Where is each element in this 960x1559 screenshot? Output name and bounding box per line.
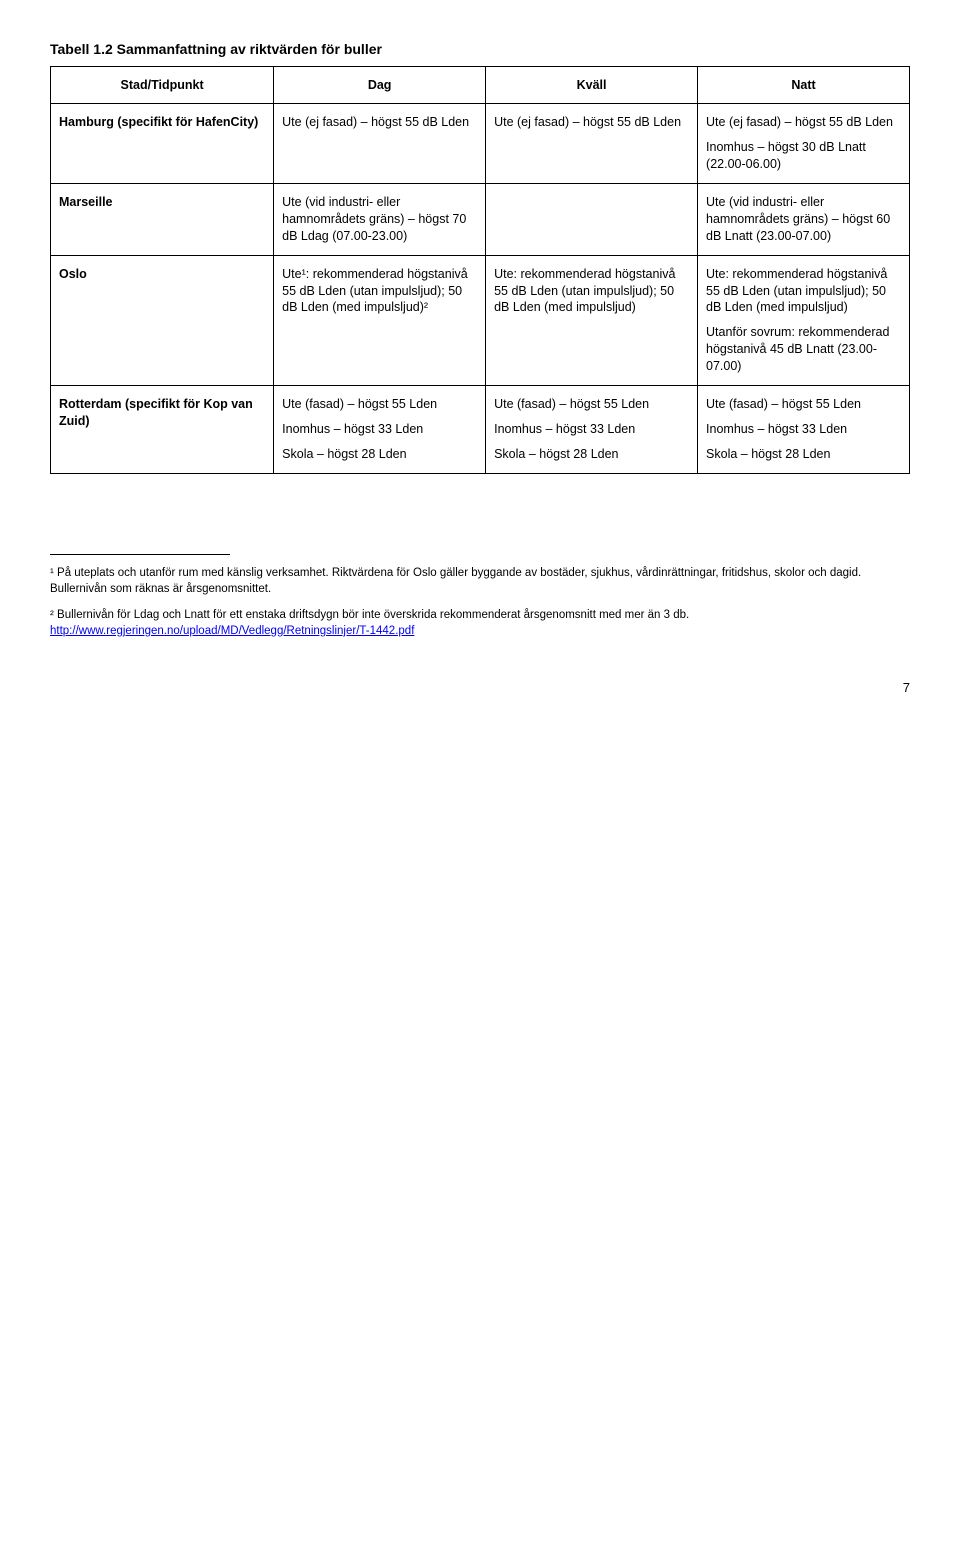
cell-rotterdam-dag: Ute (fasad) – högst 55 Lden Inomhus – hö…	[274, 385, 486, 473]
cell-oslo-natt: Ute: rekommenderad högstanivå 55 dB Lden…	[698, 255, 910, 385]
header-kvall: Kväll	[486, 66, 698, 104]
row-label-rotterdam: Rotterdam (specifikt för Kop van Zuid)	[51, 385, 274, 473]
row-label-oslo: Oslo	[51, 255, 274, 385]
row-label-marseille: Marseille	[51, 184, 274, 256]
row-label-hamburg: Hamburg (specifikt för HafenCity)	[51, 104, 274, 184]
footnotes: ¹ På uteplats och utanför rum med känsli…	[50, 554, 910, 639]
cell-rotterdam-natt: Ute (fasad) – högst 55 Lden Inomhus – hö…	[698, 385, 910, 473]
header-dag: Dag	[274, 66, 486, 104]
cell-marseille-natt: Ute (vid industri- eller hamnområdets gr…	[698, 184, 910, 256]
header-natt: Natt	[698, 66, 910, 104]
cell-oslo-kvall: Ute: rekommenderad högstanivå 55 dB Lden…	[486, 255, 698, 385]
table-row: Marseille Ute (vid industri- eller hamno…	[51, 184, 910, 256]
cell-hamburg-dag: Ute (ej fasad) – högst 55 dB Lden	[274, 104, 486, 184]
footnote-2: ² Bullernivån för Ldag och Lnatt för ett…	[50, 607, 910, 639]
cell-oslo-dag: Ute¹: rekommenderad högstanivå 55 dB Lde…	[274, 255, 486, 385]
cell-rotterdam-kvall: Ute (fasad) – högst 55 Lden Inomhus – hö…	[486, 385, 698, 473]
table-row: Oslo Ute¹: rekommenderad högstanivå 55 d…	[51, 255, 910, 385]
footnote-link[interactable]: http://www.regjeringen.no/upload/MD/Vedl…	[50, 625, 414, 637]
table-row: Rotterdam (specifikt för Kop van Zuid) U…	[51, 385, 910, 473]
header-rowlabel: Stad/Tidpunkt	[51, 66, 274, 104]
guideline-table: Stad/Tidpunkt Dag Kväll Natt Hamburg (sp…	[50, 66, 910, 474]
cell-hamburg-kvall: Ute (ej fasad) – högst 55 dB Lden	[486, 104, 698, 184]
cell-marseille-kvall	[486, 184, 698, 256]
footnote-1: ¹ På uteplats och utanför rum med känsli…	[50, 565, 910, 597]
table-header-row: Stad/Tidpunkt Dag Kväll Natt	[51, 66, 910, 104]
cell-marseille-dag: Ute (vid industri- eller hamnområdets gr…	[274, 184, 486, 256]
cell-hamburg-natt: Ute (ej fasad) – högst 55 dB Lden Inomhu…	[698, 104, 910, 184]
page-number: 7	[50, 679, 910, 697]
table-title: Tabell 1.2 Sammanfattning av riktvärden …	[50, 40, 910, 60]
table-row: Hamburg (specifikt för HafenCity) Ute (e…	[51, 104, 910, 184]
footnote-separator	[50, 554, 230, 555]
